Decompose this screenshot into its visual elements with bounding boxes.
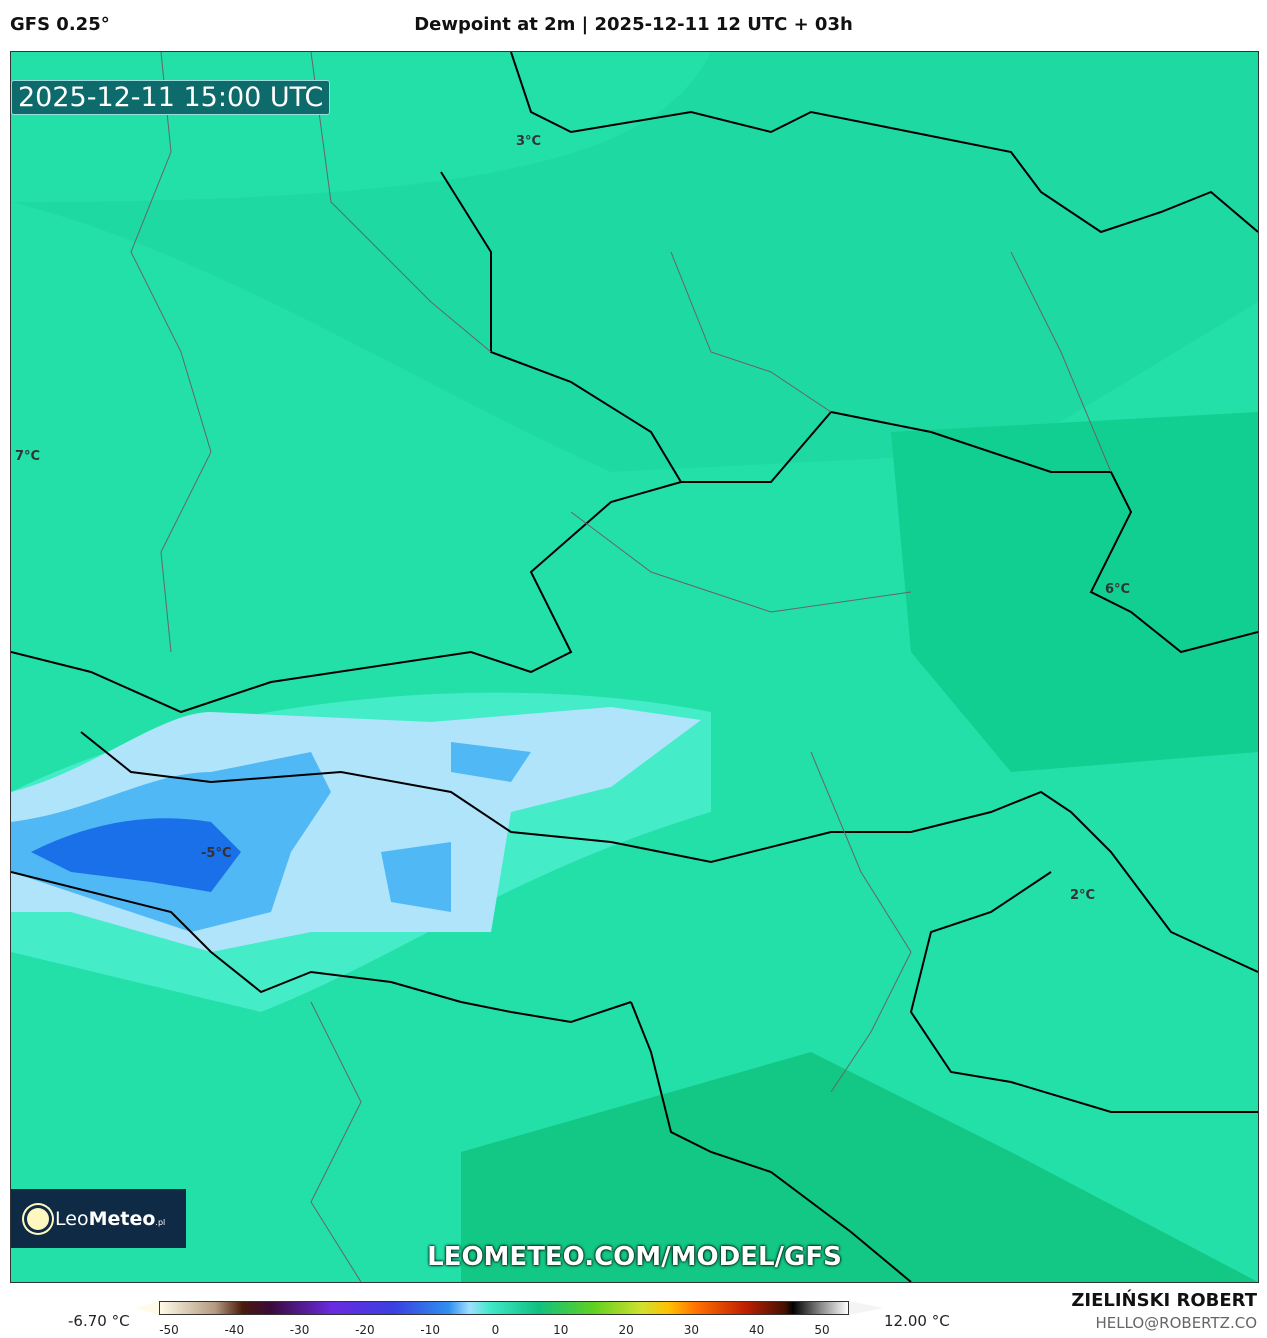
colorbar-min-value: -6.70 °C <box>68 1312 130 1330</box>
colorbar-tick-label: 40 <box>749 1323 765 1337</box>
colorbar <box>135 1301 883 1315</box>
map-layer <box>11 52 1258 1282</box>
map-title: Dewpoint at 2m | 2025-12-11 12 UTC + 03h <box>414 14 853 35</box>
valid-time-label: 2025-12-11 15:00 UTC <box>11 80 331 115</box>
author-email: HELLO@ROBERTZ.CO <box>1095 1314 1257 1332</box>
author-name: ZIELIŃSKI ROBERT <box>1071 1290 1257 1311</box>
colorbar-tick-label: -30 <box>289 1323 310 1337</box>
contour-label: 2°C <box>1070 888 1096 903</box>
colorbar-tick-label: 0 <box>491 1323 500 1337</box>
colorbar-tick-label: 20 <box>618 1323 634 1337</box>
logo-text-bold: Meteo <box>88 1207 156 1230</box>
region-borders <box>130 52 1112 1282</box>
colorbar-tick-label: -40 <box>224 1323 245 1337</box>
colorbar-tick-label: -50 <box>159 1323 179 1337</box>
leometeo-logo: Leo Meteo .pl <box>11 1189 186 1248</box>
colorbar-tick-label: 10 <box>553 1323 569 1337</box>
logo-text-light: Leo <box>55 1207 89 1230</box>
sun-icon <box>27 1207 49 1230</box>
colorbar-max-value: 12.00 °C <box>884 1312 950 1330</box>
contour-label: 3°C <box>516 134 542 149</box>
cold-region-deep <box>31 818 241 892</box>
model-name: GFS 0.25° <box>10 14 110 35</box>
contour-label: -5°C <box>201 846 232 861</box>
country-borders <box>11 52 1258 1282</box>
dewpoint-map[interactable]: 2025-12-11 15:00 UTC 3°C 7°C 6°C -5°C 2°… <box>10 51 1259 1283</box>
colorbar-tick-label: 30 <box>683 1323 700 1337</box>
colorbar-tick-label: 50 <box>814 1323 830 1337</box>
colorbar-gradient <box>159 1301 849 1315</box>
warm-region-east <box>891 412 1258 772</box>
watermark-url: LEOMETEO.COM/MODEL/GFS <box>427 1242 842 1272</box>
warm-region-north <box>11 52 1258 472</box>
contour-label: 7°C <box>15 449 41 464</box>
contour-label: 6°C <box>1105 582 1131 597</box>
logo-suffix: .pl <box>155 1218 166 1227</box>
colorbar-tick-label: -20 <box>355 1323 375 1337</box>
colorbar-tick-label: -10 <box>420 1323 440 1337</box>
colorbar-max-arrow <box>849 1301 883 1315</box>
colorbar-min-arrow <box>135 1301 159 1315</box>
warm-region-southeast <box>461 1052 1258 1282</box>
cold-region-mid <box>11 742 531 932</box>
